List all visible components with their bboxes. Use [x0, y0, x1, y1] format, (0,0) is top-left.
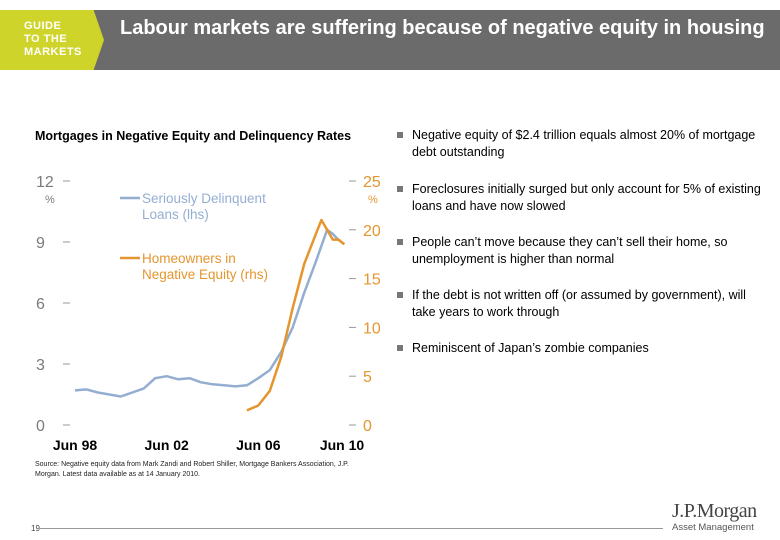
y-right-tick-label: 20 [363, 223, 380, 240]
legend-label: Seriously Delinquent [142, 191, 266, 206]
y-left-tick-label: 9 [36, 235, 45, 252]
bullet-list: Negative equity of $2.4 trillion equals … [396, 127, 766, 357]
bullet-item: Negative equity of $2.4 trillion equals … [396, 127, 766, 161]
chart-title: Mortgages in Negative Equity and Delinqu… [35, 129, 352, 143]
guide-badge-text: GUIDE TO THE MARKETS [24, 20, 104, 59]
x-tick-label: Jun 02 [144, 437, 189, 453]
y-left-tick-label: 0 [36, 418, 45, 435]
page-title: Labour markets are suffering because of … [120, 17, 765, 39]
x-tick-label: Jun 06 [236, 437, 281, 453]
x-tick-label: Jun 98 [53, 437, 98, 453]
guide-badge-line: MARKETS [24, 46, 82, 58]
series-line [246, 218, 346, 412]
bullet-item: If the debt is not written off (or assum… [396, 287, 766, 321]
source-note: Source: Negative equity data from Mark Z… [35, 461, 349, 478]
x-tick-label: Jun 10 [320, 437, 365, 453]
y-right-tick-label: 15 [363, 272, 380, 289]
page-number: 19 [31, 524, 40, 533]
legend-label: Homeowners in [142, 251, 236, 266]
y-right-tick-label: 0 [363, 418, 372, 435]
y-right-tick-label: 10 [363, 320, 380, 337]
series-line [74, 228, 346, 398]
logo-subtitle: Asset Management [672, 522, 754, 533]
y-left-tick-label: 12 [36, 174, 54, 191]
footer-divider [38, 528, 663, 529]
y-left-unit: % [45, 194, 55, 206]
guide-badge-line: GUIDE [24, 20, 62, 32]
bullet-item: Foreclosures initially surged but only a… [396, 181, 766, 215]
bullet-item: Reminiscent of Japan’s zombie companies [396, 340, 766, 357]
guide-badge [0, 10, 104, 70]
logo-wordmark: J.P.Morgan [672, 500, 757, 522]
y-right-tick-label: 25 [363, 174, 380, 191]
jpmorgan-logo: J.P.Morgan Asset Management [672, 500, 772, 534]
y-right-unit: % [368, 194, 378, 206]
legend-label: Loans (lhs) [142, 207, 209, 222]
y-left-tick-label: 3 [36, 357, 45, 374]
guide-badge-line: TO THE [24, 33, 68, 45]
bullet-item: People can’t move because they can’t sel… [396, 234, 766, 268]
header-bar [0, 10, 780, 70]
y-right-tick-label: 5 [363, 369, 372, 386]
legend-label: Negative Equity (rhs) [142, 267, 268, 282]
y-left-tick-label: 6 [36, 296, 45, 313]
line-chart: 12 9 6 3 0% 25 20 15 10 5 0% Jun 98 Jun 02 Jun 06 Jun … [36, 174, 380, 453]
